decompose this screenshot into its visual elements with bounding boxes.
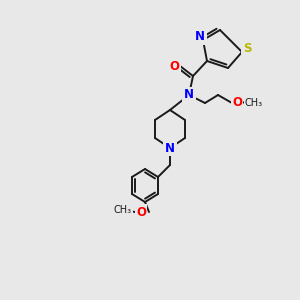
Text: N: N	[165, 142, 175, 154]
Text: CH₃: CH₃	[114, 205, 132, 215]
Text: CH₃: CH₃	[245, 98, 263, 108]
Text: O: O	[232, 97, 242, 110]
Text: O: O	[169, 59, 179, 73]
Text: N: N	[184, 88, 194, 101]
Text: S: S	[243, 43, 251, 56]
Text: O: O	[136, 206, 146, 218]
Text: N: N	[195, 31, 205, 44]
